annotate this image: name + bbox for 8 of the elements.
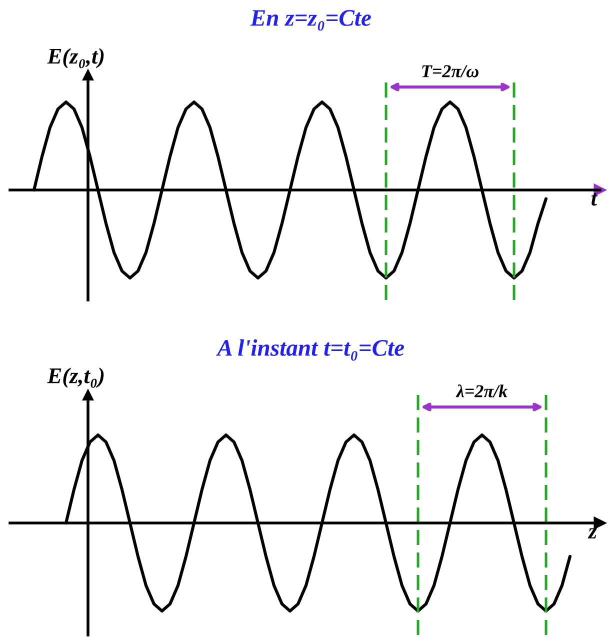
y-axis-title: E(z,t₀) (47, 368, 104, 388)
y-axis-title: E(z₀,t) (47, 48, 104, 68)
x-axis-title: t (592, 192, 598, 206)
x-axis-title: z (588, 528, 597, 538)
text: λ=2π/k (456, 384, 508, 398)
text: T=2π/ω (422, 65, 478, 78)
chart-title: En z=z₀=Cte (250, 10, 371, 31)
chart-title: A l'instant t=t₀=Cte (216, 339, 404, 361)
